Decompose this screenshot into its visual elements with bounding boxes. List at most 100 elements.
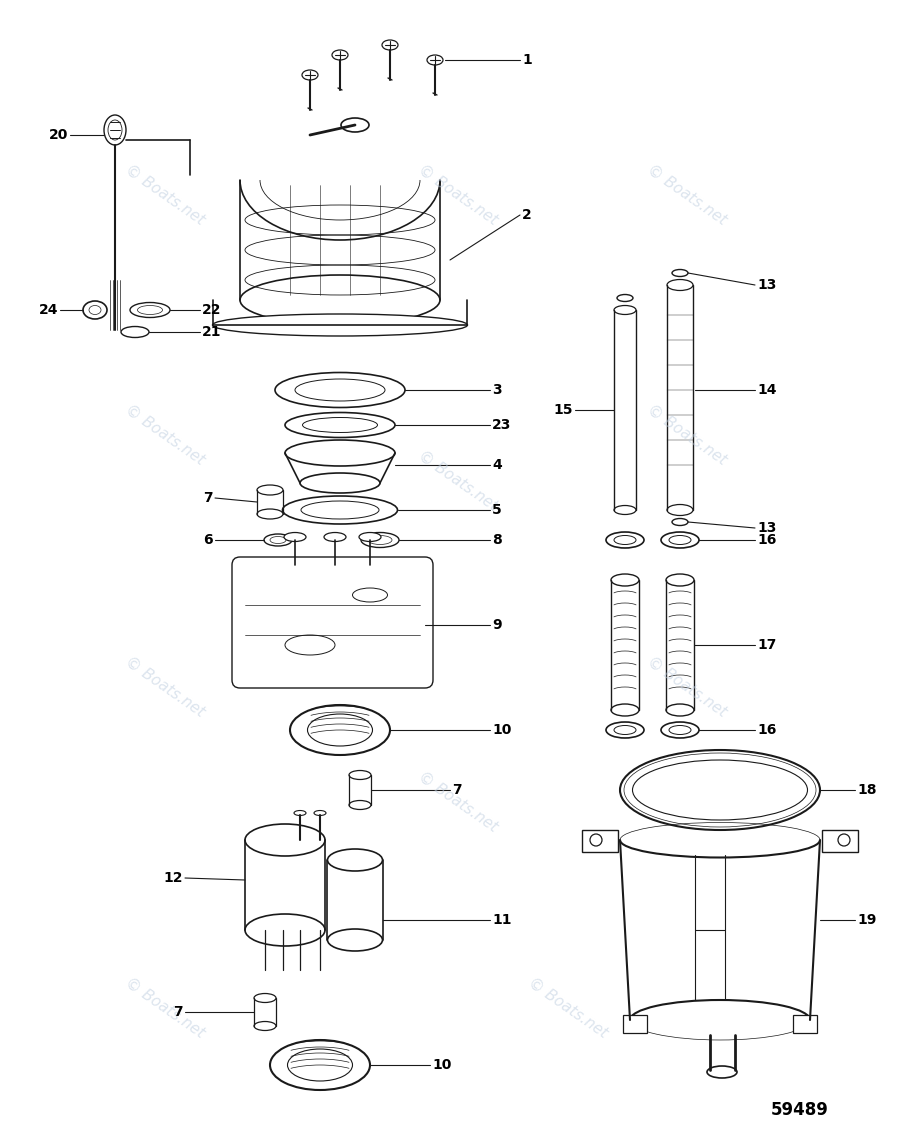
Ellipse shape bbox=[669, 536, 691, 545]
Ellipse shape bbox=[270, 1040, 370, 1090]
Text: © Boats.net: © Boats.net bbox=[123, 974, 207, 1041]
Ellipse shape bbox=[257, 485, 283, 495]
Ellipse shape bbox=[359, 532, 381, 542]
Text: 13: 13 bbox=[757, 278, 777, 292]
Ellipse shape bbox=[611, 704, 639, 716]
Ellipse shape bbox=[308, 714, 373, 747]
Text: © Boats.net: © Boats.net bbox=[416, 768, 500, 835]
Ellipse shape bbox=[349, 771, 371, 780]
FancyBboxPatch shape bbox=[232, 556, 433, 688]
Text: 7: 7 bbox=[173, 1005, 183, 1019]
Text: 5: 5 bbox=[492, 503, 502, 518]
Text: 10: 10 bbox=[492, 722, 511, 737]
Text: © Boats.net: © Boats.net bbox=[123, 161, 207, 228]
Ellipse shape bbox=[614, 536, 636, 545]
Ellipse shape bbox=[328, 848, 383, 871]
Ellipse shape bbox=[427, 55, 443, 65]
Ellipse shape bbox=[294, 811, 306, 815]
Ellipse shape bbox=[361, 532, 399, 547]
Ellipse shape bbox=[275, 372, 405, 408]
Ellipse shape bbox=[245, 824, 325, 856]
Ellipse shape bbox=[240, 275, 440, 325]
Ellipse shape bbox=[264, 534, 292, 546]
Ellipse shape bbox=[254, 1021, 276, 1030]
Text: 15: 15 bbox=[553, 403, 573, 417]
Ellipse shape bbox=[707, 1066, 737, 1077]
Text: © Boats.net: © Boats.net bbox=[645, 654, 729, 720]
Ellipse shape bbox=[611, 574, 639, 586]
Text: © Boats.net: © Boats.net bbox=[123, 654, 207, 720]
Text: 7: 7 bbox=[452, 783, 462, 797]
Text: © Boats.net: © Boats.net bbox=[416, 448, 500, 514]
Text: 18: 18 bbox=[857, 783, 877, 797]
Text: © Boats.net: © Boats.net bbox=[416, 161, 500, 228]
Ellipse shape bbox=[257, 510, 283, 519]
Text: 4: 4 bbox=[492, 458, 502, 472]
Ellipse shape bbox=[282, 496, 398, 524]
Ellipse shape bbox=[83, 301, 107, 319]
Text: 6: 6 bbox=[203, 534, 213, 547]
Text: 22: 22 bbox=[202, 303, 222, 317]
Ellipse shape bbox=[302, 70, 318, 80]
Text: 16: 16 bbox=[757, 534, 777, 547]
Ellipse shape bbox=[667, 279, 693, 291]
Ellipse shape bbox=[667, 505, 693, 515]
Text: 2: 2 bbox=[522, 208, 532, 222]
Ellipse shape bbox=[285, 440, 395, 466]
Text: 11: 11 bbox=[492, 913, 511, 927]
Ellipse shape bbox=[606, 532, 644, 548]
Text: 59489: 59489 bbox=[771, 1101, 829, 1119]
Text: © Boats.net: © Boats.net bbox=[645, 402, 729, 468]
Ellipse shape bbox=[672, 269, 688, 276]
Text: 23: 23 bbox=[492, 418, 511, 432]
Ellipse shape bbox=[661, 532, 699, 548]
Ellipse shape bbox=[104, 114, 126, 145]
Ellipse shape bbox=[672, 519, 688, 526]
Ellipse shape bbox=[290, 705, 390, 755]
Ellipse shape bbox=[324, 532, 346, 542]
Ellipse shape bbox=[332, 50, 348, 60]
Ellipse shape bbox=[284, 532, 306, 542]
Ellipse shape bbox=[606, 722, 644, 739]
Ellipse shape bbox=[614, 306, 636, 315]
Bar bbox=[822, 830, 858, 852]
Ellipse shape bbox=[213, 314, 467, 335]
Text: 12: 12 bbox=[163, 871, 183, 885]
Ellipse shape bbox=[614, 505, 636, 514]
Text: 10: 10 bbox=[432, 1058, 452, 1072]
Ellipse shape bbox=[620, 750, 820, 830]
Bar bbox=[623, 1014, 647, 1033]
Bar bbox=[793, 1014, 817, 1033]
Text: 1: 1 bbox=[522, 53, 532, 68]
Ellipse shape bbox=[288, 1049, 353, 1081]
Ellipse shape bbox=[328, 929, 383, 951]
Text: 21: 21 bbox=[202, 325, 222, 339]
Ellipse shape bbox=[285, 412, 395, 437]
Ellipse shape bbox=[314, 811, 326, 815]
Ellipse shape bbox=[669, 726, 691, 734]
Ellipse shape bbox=[838, 834, 850, 846]
Text: © Boats.net: © Boats.net bbox=[123, 402, 207, 468]
Ellipse shape bbox=[590, 834, 602, 846]
Text: 20: 20 bbox=[49, 128, 68, 142]
Ellipse shape bbox=[341, 118, 369, 132]
Text: 13: 13 bbox=[757, 521, 777, 535]
Text: © Boats.net: © Boats.net bbox=[645, 161, 729, 228]
Ellipse shape bbox=[666, 574, 694, 586]
Text: 17: 17 bbox=[757, 638, 777, 652]
Text: 19: 19 bbox=[857, 913, 877, 927]
Text: 8: 8 bbox=[492, 534, 502, 547]
Bar bbox=[582, 830, 618, 852]
Ellipse shape bbox=[300, 473, 380, 493]
Text: 3: 3 bbox=[492, 382, 502, 397]
Ellipse shape bbox=[617, 294, 633, 301]
Text: 7: 7 bbox=[203, 491, 213, 505]
Ellipse shape bbox=[349, 800, 371, 810]
Ellipse shape bbox=[661, 722, 699, 739]
Ellipse shape bbox=[614, 726, 636, 734]
Text: 14: 14 bbox=[757, 382, 777, 397]
Text: © Boats.net: © Boats.net bbox=[526, 974, 610, 1041]
Ellipse shape bbox=[254, 994, 276, 1003]
Text: 9: 9 bbox=[492, 618, 502, 632]
Ellipse shape bbox=[666, 704, 694, 716]
